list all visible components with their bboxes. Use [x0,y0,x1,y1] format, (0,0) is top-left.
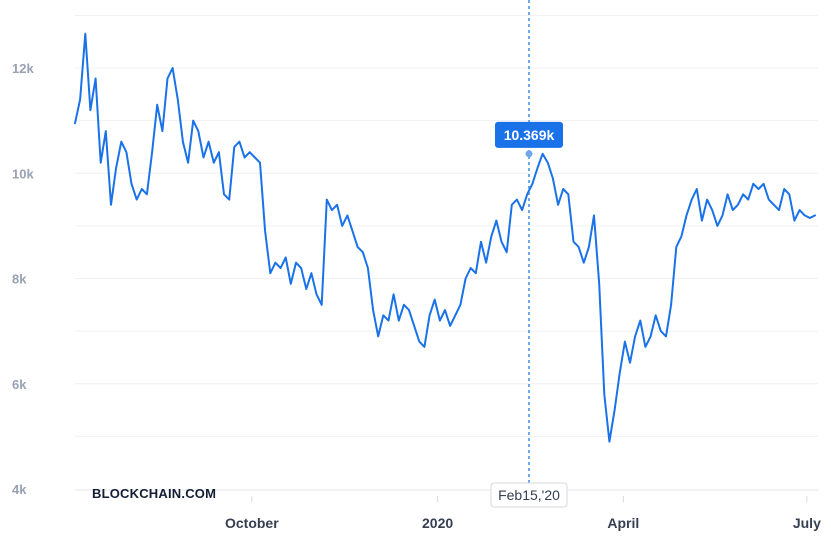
tooltip-value: 10.369k [504,127,555,143]
x-hover-label-box [490,482,568,508]
hover-point-marker [525,150,533,158]
blockchain-logo-text: BLOCKCHAIN.COM [92,486,216,501]
y-tick-label: 10k [12,166,34,181]
y-tick-label: 12k [12,61,34,76]
x-hover-label: Feb15,'20 [490,482,568,508]
grid-lines [75,14,818,491]
y-axis-ticks: 4k 6k 8k 10k 12k [12,61,34,497]
x-axis-ticks: October 2020 April July [225,496,821,531]
y-tick-label: 8k [12,272,27,287]
tooltip: 10.369k [495,121,563,148]
tooltip-box [495,121,563,148]
x-tick-label: April [607,515,639,531]
x-tick-label: October [225,515,279,531]
x-tick-label: July [793,515,821,531]
x-tick-label: 2020 [422,515,453,531]
y-tick-label: 4k [12,482,27,497]
x-hover-label-text: Feb15,'20 [498,487,560,503]
y-tick-label: 6k [12,377,27,392]
price-line [74,32,816,443]
